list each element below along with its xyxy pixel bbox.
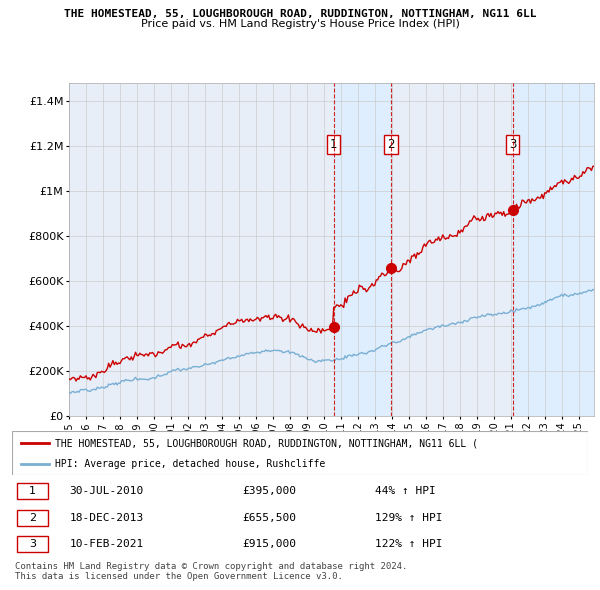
Text: 44% ↑ HPI: 44% ↑ HPI: [375, 486, 436, 496]
Text: 122% ↑ HPI: 122% ↑ HPI: [375, 539, 442, 549]
Bar: [17, 536, 48, 552]
Text: 2: 2: [388, 138, 395, 151]
Text: 1: 1: [29, 486, 36, 496]
Bar: [334, 83, 391, 416]
Text: 3: 3: [29, 539, 36, 549]
Text: THE HOMESTEAD, 55, LOUGHBOROUGH ROAD, RUDDINGTON, NOTTINGHAM, NG11 6LL (: THE HOMESTEAD, 55, LOUGHBOROUGH ROAD, RU…: [55, 438, 478, 448]
Text: Price paid vs. HM Land Registry's House Price Index (HPI): Price paid vs. HM Land Registry's House …: [140, 19, 460, 29]
Text: THE HOMESTEAD, 55, LOUGHBOROUGH ROAD, RUDDINGTON, NOTTINGHAM, NG11 6LL: THE HOMESTEAD, 55, LOUGHBOROUGH ROAD, RU…: [64, 9, 536, 19]
Text: 2: 2: [29, 513, 36, 523]
Text: 129% ↑ HPI: 129% ↑ HPI: [375, 513, 442, 523]
Text: 1: 1: [330, 138, 337, 151]
Text: This data is licensed under the Open Government Licence v3.0.: This data is licensed under the Open Gov…: [15, 572, 343, 581]
Bar: [17, 483, 48, 499]
Text: 3: 3: [509, 138, 517, 151]
Text: 10-FEB-2021: 10-FEB-2021: [70, 539, 144, 549]
Text: Contains HM Land Registry data © Crown copyright and database right 2024.: Contains HM Land Registry data © Crown c…: [15, 562, 407, 571]
Text: £915,000: £915,000: [242, 539, 296, 549]
Bar: [513, 83, 594, 416]
Text: 18-DEC-2013: 18-DEC-2013: [70, 513, 144, 523]
Text: £395,000: £395,000: [242, 486, 296, 496]
Text: 30-JUL-2010: 30-JUL-2010: [70, 486, 144, 496]
Text: HPI: Average price, detached house, Rushcliffe: HPI: Average price, detached house, Rush…: [55, 459, 325, 469]
Bar: [17, 510, 48, 526]
Text: £655,500: £655,500: [242, 513, 296, 523]
